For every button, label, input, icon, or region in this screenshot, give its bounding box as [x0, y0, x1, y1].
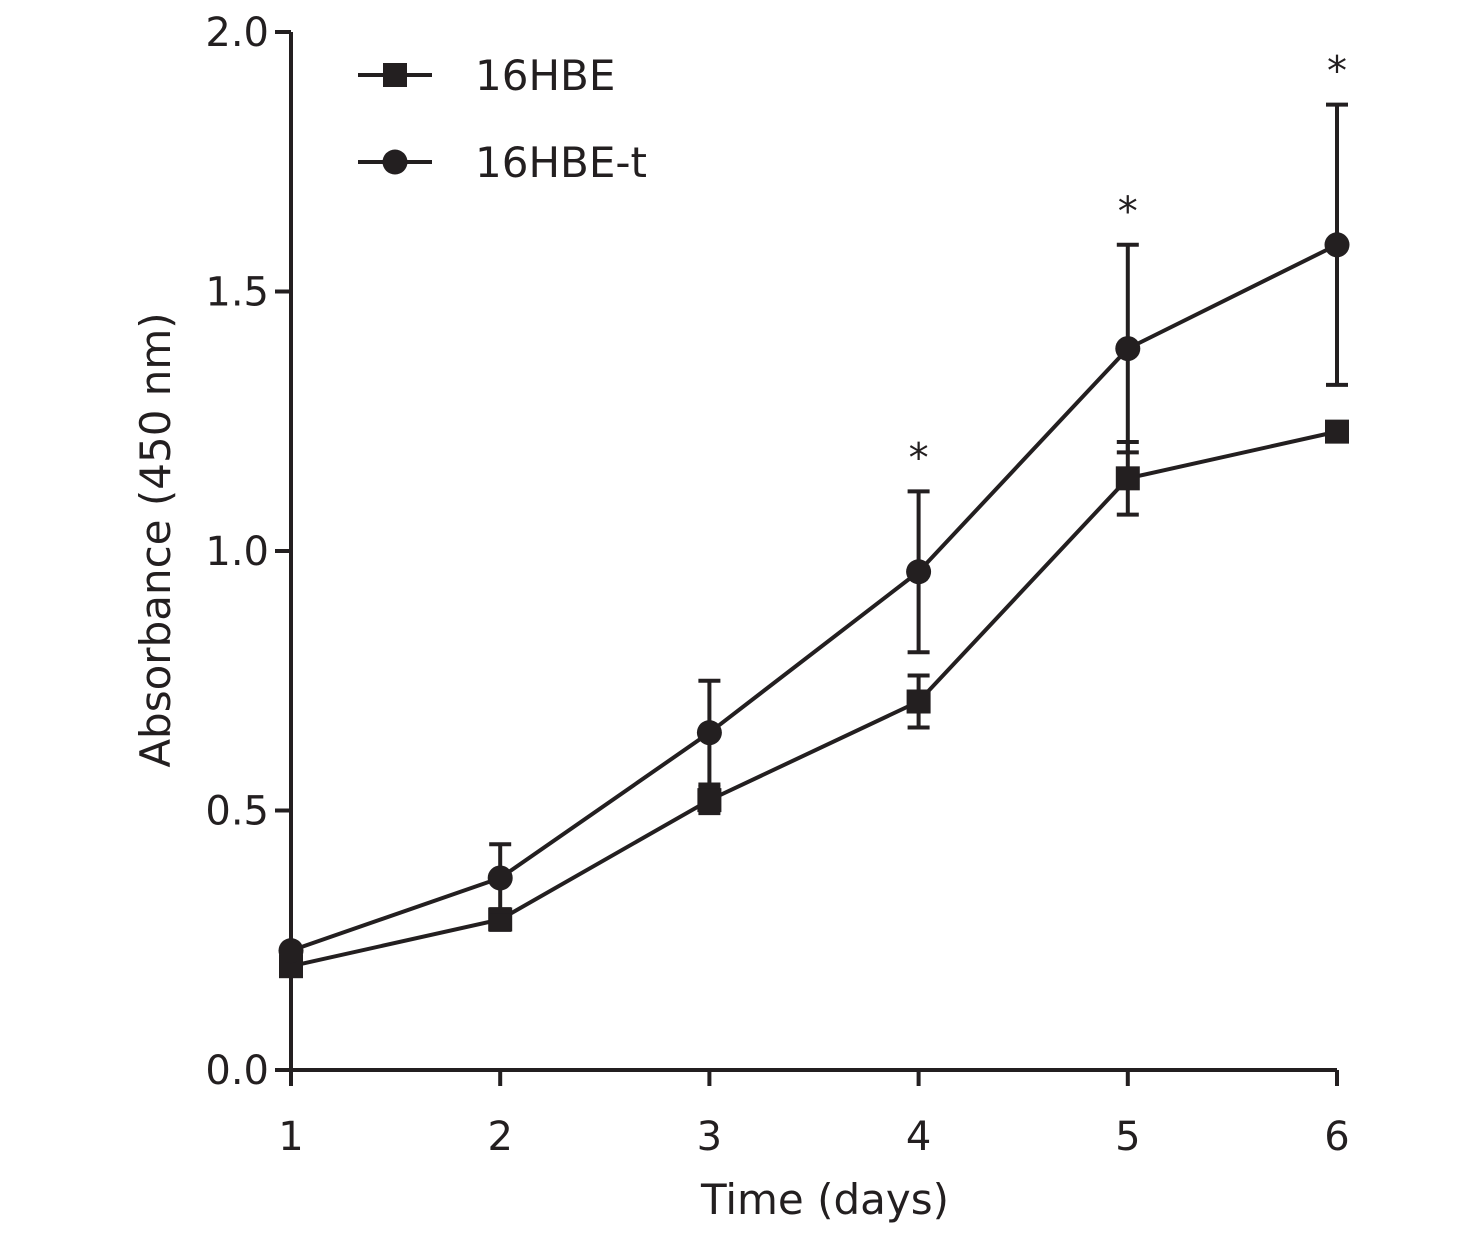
- x-tick-label: 2: [487, 1114, 512, 1160]
- data-point: [487, 865, 513, 891]
- data-point: [278, 938, 304, 964]
- y-axis-title: Absorbance (450 nm): [131, 312, 180, 767]
- marks: * * *: [278, 49, 1350, 979]
- series-16hbe: [279, 419, 1349, 979]
- x-tick-label: 5: [1115, 1114, 1140, 1160]
- data-point: [696, 720, 722, 746]
- y-tick-label: 1.5: [205, 270, 269, 316]
- y-tick-label: 0.5: [205, 789, 269, 835]
- x-tick-label: 1: [278, 1114, 303, 1160]
- series-line: [290, 429, 1338, 969]
- y-tick-label: 0.0: [205, 1048, 269, 1094]
- x-tick-label: 3: [697, 1114, 722, 1160]
- significance-asterisk: *: [909, 435, 929, 481]
- series-16hbe-t: [278, 102, 1350, 964]
- data-point: [1325, 419, 1349, 444]
- y-tick-label: 2.0: [205, 10, 269, 56]
- data-point: [697, 788, 722, 813]
- x-tick-label: 6: [1324, 1114, 1349, 1160]
- legend: 16HBE 16HBE-t: [358, 51, 647, 187]
- significance-asterisk: *: [1327, 49, 1347, 95]
- legend-label: 16HBE-t: [475, 138, 647, 187]
- series-line: [290, 242, 1338, 953]
- significance-asterisk: *: [1118, 189, 1138, 235]
- data-point: [906, 559, 932, 585]
- legend-marker: [383, 63, 407, 87]
- data-point: [906, 689, 931, 714]
- x-axis-title: Time (days): [700, 1175, 949, 1224]
- data-point: [1115, 336, 1141, 362]
- x-tick-label: 4: [906, 1114, 931, 1160]
- y-tick-label: 1.0: [205, 529, 269, 575]
- legend-label: 16HBE: [475, 51, 615, 100]
- axes: 0.0 0.5 1.0 1.5 2.0 1 2 3 4 5 6: [205, 10, 1349, 1160]
- data-point: [1324, 232, 1350, 258]
- legend-marker: [382, 149, 408, 175]
- data-point: [1115, 466, 1140, 491]
